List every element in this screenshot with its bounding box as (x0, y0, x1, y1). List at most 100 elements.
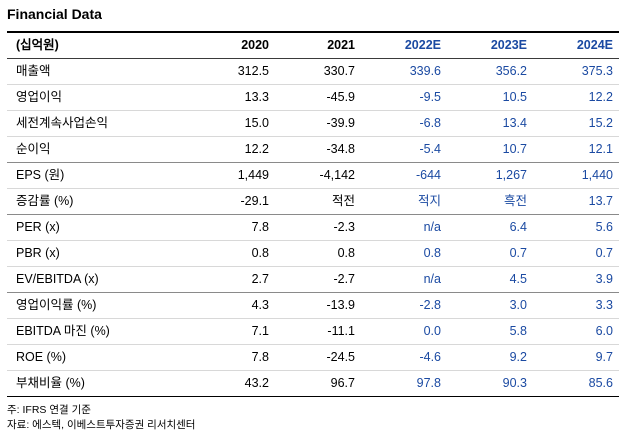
table-cell: 312.5 (189, 58, 275, 85)
table-cell: -6.8 (361, 110, 447, 137)
table-cell: 12.2 (533, 84, 619, 111)
table-cell: -11.1 (275, 318, 361, 345)
table-cell: -644 (361, 162, 447, 189)
table-cell: 1,267 (447, 162, 533, 189)
table-cell: 7.8 (189, 214, 275, 241)
table-cell: 2.7 (189, 266, 275, 293)
table-cell: -24.5 (275, 344, 361, 371)
table-row: PBR (x) 0.8 0.8 0.8 0.7 0.7 (7, 240, 619, 267)
table-cell: -2.8 (361, 292, 447, 319)
table-row: EPS (원) 1,449 -4,142 -644 1,267 1,440 (7, 162, 619, 189)
table-cell: 15.2 (533, 110, 619, 137)
row-label: 영업이익률 (%) (7, 292, 189, 319)
table-row: 영업이익 13.3 -45.9 -9.5 10.5 12.2 (7, 84, 619, 111)
table-cell: 5.6 (533, 214, 619, 241)
row-label: 부채비율 (%) (7, 370, 189, 397)
table-cell: -2.3 (275, 214, 361, 241)
table-header-row: (십억원) 2020 2021 2022E 2023E 2024E (7, 31, 619, 59)
table-row: 부채비율 (%) 43.2 96.7 97.8 90.3 85.6 (7, 370, 619, 397)
table-cell: 97.8 (361, 370, 447, 397)
row-label: PBR (x) (7, 240, 189, 267)
table-cell: 10.7 (447, 136, 533, 163)
table-row: EV/EBITDA (x) 2.7 -2.7 n/a 4.5 3.9 (7, 266, 619, 293)
table-cell: 3.9 (533, 266, 619, 293)
unit-label: (십억원) (7, 31, 189, 59)
table-cell: -4.6 (361, 344, 447, 371)
table-cell: 1,440 (533, 162, 619, 189)
table-cell: n/a (361, 266, 447, 293)
table-row: PER (x) 7.8 -2.3 n/a 6.4 5.6 (7, 214, 619, 241)
table-cell: 6.0 (533, 318, 619, 345)
table-row: 증감률 (%) -29.1 적전 적지 흑전 13.7 (7, 188, 619, 215)
row-label: EV/EBITDA (x) (7, 266, 189, 293)
page-title: Financial Data (7, 6, 102, 22)
table-cell: 90.3 (447, 370, 533, 397)
table-cell: 3.3 (533, 292, 619, 319)
table-cell: 12.1 (533, 136, 619, 163)
table-cell: 7.1 (189, 318, 275, 345)
table-row: EBITDA 마진 (%) 7.1 -11.1 0.0 5.8 6.0 (7, 318, 619, 345)
table-cell: 흑전 (447, 188, 533, 215)
table-row: 영업이익률 (%) 4.3 -13.9 -2.8 3.0 3.3 (7, 292, 619, 319)
table-cell: 4.3 (189, 292, 275, 319)
table-cell: 96.7 (275, 370, 361, 397)
row-label: EBITDA 마진 (%) (7, 318, 189, 345)
table-cell: 6.4 (447, 214, 533, 241)
row-label: 증감률 (%) (7, 188, 189, 215)
table-cell: 375.3 (533, 58, 619, 85)
table-cell: 13.3 (189, 84, 275, 111)
table-cell: -45.9 (275, 84, 361, 111)
table-row: 순이익 12.2 -34.8 -5.4 10.7 12.1 (7, 136, 619, 163)
row-label: 세전계속사업손익 (7, 110, 189, 137)
table-cell: -34.8 (275, 136, 361, 163)
table-cell: 3.0 (447, 292, 533, 319)
table-cell: 0.7 (533, 240, 619, 267)
table-cell: 15.0 (189, 110, 275, 137)
table-cell: -4,142 (275, 162, 361, 189)
table-cell: 339.6 (361, 58, 447, 85)
table-cell: 13.4 (447, 110, 533, 137)
table-cell: -13.9 (275, 292, 361, 319)
column-header: 2024E (533, 31, 619, 59)
column-header: 2022E (361, 31, 447, 59)
column-header: 2020 (189, 31, 275, 59)
table-cell: 9.7 (533, 344, 619, 371)
table-cell: 12.2 (189, 136, 275, 163)
table-cell: 0.8 (189, 240, 275, 267)
table-body: 매출액 312.5 330.7 339.6 356.2 375.3 영업이익 13.3 -45.… (7, 58, 619, 397)
table-header: (십억원) 2020 2021 2022E 2023E 2024E (7, 31, 619, 59)
table-cell: 10.5 (447, 84, 533, 111)
table-cell: 1,449 (189, 162, 275, 189)
footnote-basis: 주: IFRS 연결 기준 (7, 404, 91, 416)
table-cell: 13.7 (533, 188, 619, 215)
table-row: 세전계속사업손익 15.0 -39.9 -6.8 13.4 15.2 (7, 110, 619, 137)
table-cell: -5.4 (361, 136, 447, 163)
table-cell: 9.2 (447, 344, 533, 371)
table-cell: 4.5 (447, 266, 533, 293)
table-row: ROE (%) 7.8 -24.5 -4.6 9.2 9.7 (7, 344, 619, 371)
table-cell: -9.5 (361, 84, 447, 111)
table-cell: -29.1 (189, 188, 275, 215)
row-label: 영업이익 (7, 84, 189, 111)
table-cell: -2.7 (275, 266, 361, 293)
footnote-source: 자료: 에스텍, 이베스트투자증권 리서치센터 (7, 419, 196, 431)
row-label: PER (x) (7, 214, 189, 241)
table-cell: -39.9 (275, 110, 361, 137)
table-cell: 0.7 (447, 240, 533, 267)
table-cell: 43.2 (189, 370, 275, 397)
table-cell: 적지 (361, 188, 447, 215)
table-row: 매출액 312.5 330.7 339.6 356.2 375.3 (7, 58, 619, 85)
table-cell: 0.0 (361, 318, 447, 345)
table-cell: 0.8 (275, 240, 361, 267)
row-label: EPS (원) (7, 162, 189, 189)
row-label: ROE (%) (7, 344, 189, 371)
row-label: 순이익 (7, 136, 189, 163)
table-cell: n/a (361, 214, 447, 241)
table-cell: 85.6 (533, 370, 619, 397)
table-cell: 0.8 (361, 240, 447, 267)
column-header: 2023E (447, 31, 533, 59)
table-cell: 5.8 (447, 318, 533, 345)
column-header: 2021 (275, 31, 361, 59)
table-cell: 적전 (275, 188, 361, 215)
